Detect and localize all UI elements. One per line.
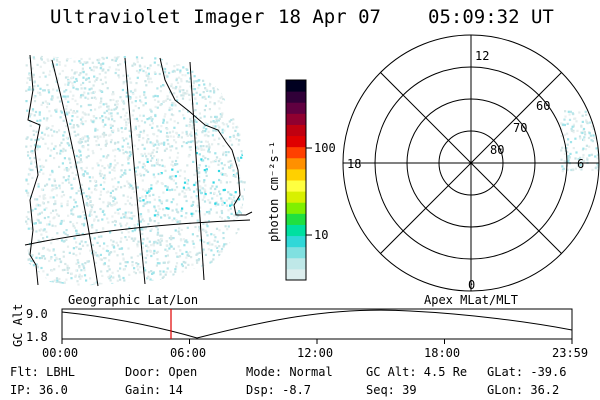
colorbar-segment <box>286 102 306 114</box>
orbit-timeline: Geographic Lat/Lon Apex MLat/MLT GC Alt … <box>11 293 588 360</box>
info-ip: IP: 36.0 <box>10 383 68 397</box>
colorbar-segment <box>286 135 306 148</box>
geographic-title: Geographic Lat/Lon <box>68 293 198 307</box>
timeline-xtick-1200: 12:00 <box>297 346 333 360</box>
colorbar-segment <box>286 124 306 137</box>
colorbar-segment <box>286 257 306 270</box>
timeline-xtick-1800: 18:00 <box>424 346 460 360</box>
timeline-xtick-0000: 00:00 <box>42 346 78 360</box>
coastline-east <box>159 57 253 216</box>
info-door: Door: Open <box>125 365 198 379</box>
polar-diagonal <box>380 72 562 254</box>
uv-speckle-image <box>25 55 246 286</box>
colorbar-frame <box>285 79 307 281</box>
timeline-xtick-0600: 06:00 <box>170 346 206 360</box>
colorbar-segment <box>286 91 306 103</box>
info-filter: Flt: LBHL <box>10 365 76 379</box>
info-seq: Seq: 39 <box>366 383 417 397</box>
colorbar-segment <box>286 180 306 192</box>
colorbar-segment <box>286 146 306 159</box>
geographic-image-panel <box>24 54 253 287</box>
colorbar: 100 10 photon cm⁻²s⁻¹ <box>267 79 336 281</box>
colorbar-segment <box>286 157 306 170</box>
colorbar-segment <box>286 191 306 203</box>
colorbar-segment <box>286 80 306 92</box>
meridian-line <box>189 61 205 281</box>
mlt-label-12: 12 <box>475 49 489 63</box>
timeline-ytick-1: 1.8 <box>26 330 48 344</box>
mlt-label-18: 18 <box>347 157 361 171</box>
info-gain: Gain: 14 <box>125 383 183 397</box>
colorbar-segment <box>286 246 306 259</box>
polar-plot: 12 18 6 0 60 70 80 <box>342 34 600 292</box>
colorbar-segment <box>286 168 306 181</box>
info-glon: GLon: 36.2 <box>487 383 560 397</box>
meridian-line <box>124 57 146 285</box>
info-mode: Mode: Normal <box>246 365 333 379</box>
timeline-axis-label: GC Alt <box>11 304 25 347</box>
colorbar-segment <box>286 224 306 237</box>
colorbar-segment <box>286 113 306 125</box>
timeline-xtick-2359: 23:59 <box>552 346 588 360</box>
colorbar-segment <box>286 213 306 225</box>
time-label: 05:09:32 UT <box>428 6 554 28</box>
coastline <box>27 54 41 286</box>
mlat-label-80: 80 <box>490 143 504 157</box>
colorbar-unit-label: photon cm⁻²s⁻¹ <box>267 141 281 242</box>
info-gc-alt: GC Alt: 4.5 Re <box>366 365 468 379</box>
page-title: Ultraviolet Imager <box>50 6 265 28</box>
apex-title: Apex MLat/MLT <box>424 293 518 307</box>
altitude-curve <box>61 309 573 339</box>
colorbar-tick-10: 10 <box>314 228 328 242</box>
colorbar-segment <box>286 235 306 248</box>
date-label: 18 Apr 07 <box>278 6 381 28</box>
parallel-line <box>24 219 251 246</box>
mlt-label-6: 6 <box>577 157 584 171</box>
meridian-line <box>51 59 99 287</box>
info-dsp: Dsp: -8.7 <box>246 383 312 397</box>
colorbar-tick-100: 100 <box>314 141 336 155</box>
mlat-label-60: 60 <box>536 99 550 113</box>
info-glat: GLat: -39.6 <box>487 365 567 379</box>
mlt-label-0: 0 <box>468 278 475 292</box>
mlat-label-70: 70 <box>513 121 527 135</box>
colorbar-segment <box>286 268 306 281</box>
timeline-ytick-9: 9.0 <box>26 307 48 321</box>
colorbar-segment <box>286 202 306 214</box>
